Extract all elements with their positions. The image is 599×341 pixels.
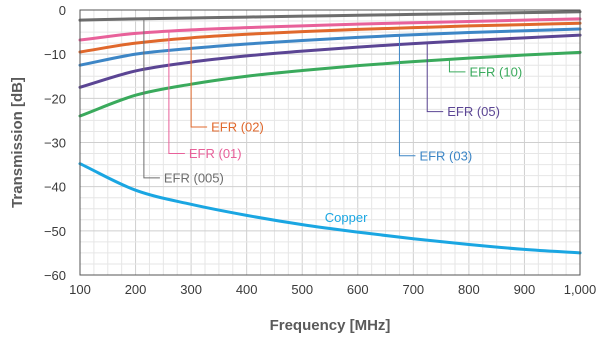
series-label-efr-05: EFR (05)	[447, 104, 500, 119]
x-tick-label: 800	[458, 282, 480, 297]
x-tick-label: 500	[291, 282, 313, 297]
y-tick-label: −60	[44, 268, 66, 283]
series-line-copper	[78, 162, 582, 255]
x-tick-label: 400	[236, 282, 258, 297]
callout-leader-efr-01	[168, 31, 185, 155]
callout-leader-efr-03	[398, 35, 416, 157]
series-label-efr-02: EFR (02)	[211, 120, 264, 135]
x-axis-ticks: 100 200 300 400 500 600 700 800 900 1,000	[69, 282, 596, 297]
callout-leader-efr-05	[426, 42, 444, 113]
x-tick-label: 1,000	[564, 282, 597, 297]
series-label-efr-01: EFR (01)	[189, 146, 242, 161]
x-tick-label: 900	[514, 282, 536, 297]
x-tick-label: 100	[69, 282, 91, 297]
callout-leader-efr-10	[448, 59, 466, 73]
y-tick-label: 0	[59, 3, 66, 18]
x-tick-label: 700	[402, 282, 424, 297]
y-axis-title: Transmission [dB]	[9, 77, 26, 208]
callout-leader-efr-02	[190, 37, 208, 128]
callout-leader-efr-005	[143, 18, 160, 179]
series-label-efr-03: EFR (03)	[419, 148, 472, 163]
x-axis-title: Frequency [MHz]	[270, 317, 391, 334]
series-line-efr-02	[78, 21, 582, 54]
y-tick-label: −30	[44, 136, 66, 151]
series-label-copper: Copper	[325, 210, 368, 225]
y-tick-label: −20	[44, 91, 66, 106]
series-label-efr-005: EFR (005)	[164, 170, 224, 185]
series-line-efr-03	[78, 27, 582, 67]
plot-frame	[79, 9, 581, 276]
x-tick-label: 300	[180, 282, 202, 297]
y-tick-label: −50	[44, 224, 66, 239]
series-line-efr-005	[78, 10, 582, 22]
y-tick-label: −40	[44, 180, 66, 195]
x-tick-label: 200	[125, 282, 147, 297]
series-lines	[78, 10, 582, 255]
y-tick-label: −10	[44, 47, 66, 62]
series-line-efr-05	[78, 33, 582, 89]
series-line-efr-10	[78, 50, 582, 118]
series-label-efr-10: EFR (10)	[469, 64, 522, 79]
series-line-efr-01	[78, 17, 582, 42]
series-callouts: EFR (02) EFR (01) EFR (005) EFR (03) EFR (05…	[143, 18, 522, 225]
x-tick-label: 600	[347, 282, 369, 297]
y-axis-ticks: 0 −10 −20 −30 −40 −50 −60	[44, 3, 66, 283]
